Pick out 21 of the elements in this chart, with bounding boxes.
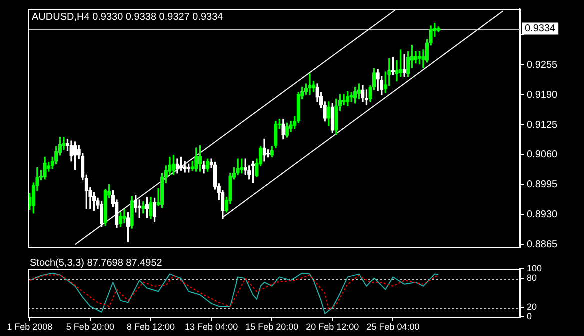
- chart-title: Stoch(5,3,3) 87.7698 87.4952: [30, 258, 163, 269]
- x-tick-label: 8 Feb 12:00: [126, 322, 176, 332]
- x-tick-label: 13 Feb 04:00: [185, 322, 238, 332]
- y-tick-label: 80: [527, 273, 538, 284]
- y-tick-label: 20: [527, 302, 538, 312]
- x-tick-label: 5 Feb 20:00: [66, 322, 114, 332]
- ref-line-label: 0.9334: [525, 24, 556, 35]
- x-tick-label: 20 Feb 12:00: [306, 322, 360, 332]
- x-tick-label: 1 Feb 2008: [7, 322, 53, 332]
- y-tick-label: 0.9255: [527, 60, 558, 71]
- x-tick-label: 15 Feb 20:00: [246, 322, 299, 332]
- y-tick-label: 0.9060: [527, 150, 558, 161]
- y-tick-label: 100: [527, 263, 542, 274]
- y-tick-label: 0.8995: [527, 180, 558, 191]
- y-tick-label: 0.9125: [527, 120, 558, 131]
- y-tick-label: 0.8930: [527, 210, 558, 221]
- x-tick-label: 25 Feb 04:00: [366, 322, 420, 332]
- y-tick-label: 0.8865: [527, 239, 558, 250]
- y-tick-label: 0: [527, 312, 532, 322]
- y-tick-label: 0.9190: [527, 90, 558, 101]
- chart-title: AUDUSD,H4 0.9330 0.9338 0.9327 0.9334: [32, 12, 224, 23]
